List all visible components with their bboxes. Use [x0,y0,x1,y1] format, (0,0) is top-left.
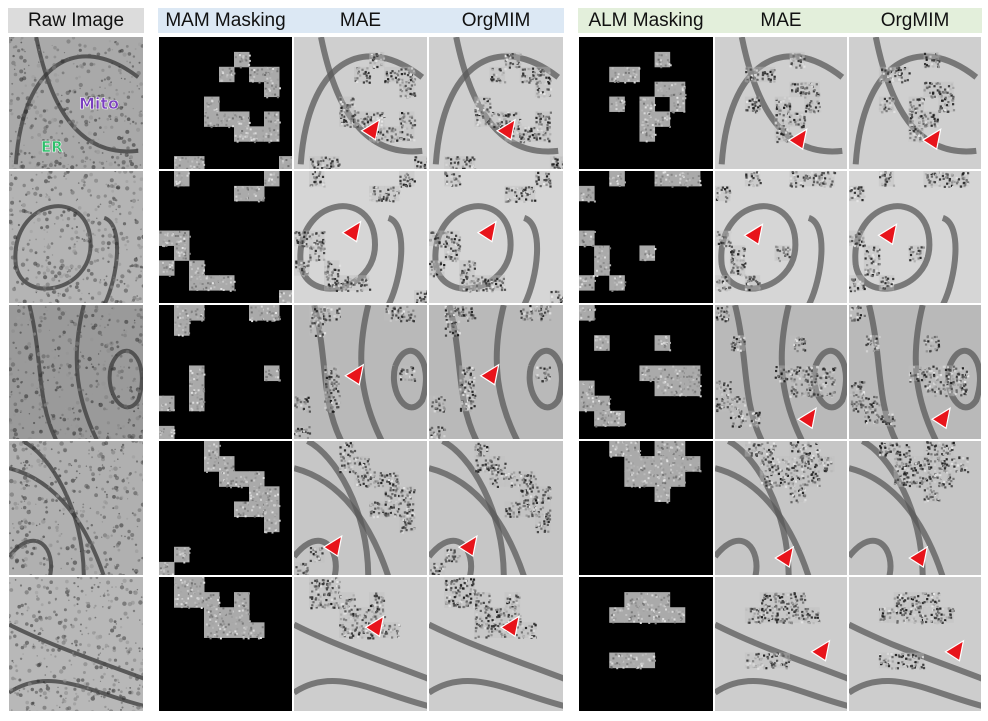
raw-image: Mito ER [9,37,143,169]
mam-org-image [429,441,563,575]
tile-mam-mae-row-1 [293,36,428,170]
tile-alm-mae-row-3 [714,304,848,440]
tile-raw-row-2 [8,170,144,304]
alm-org-image [849,171,981,303]
mito-label: Mito [79,94,119,113]
header-mam-orgmim: OrgMIM [428,8,564,33]
tile-raw-row-4 [8,440,144,576]
alm-mask-image [579,441,713,575]
tile-raw-row-1: Mito ER [8,36,144,170]
mam-mask-image [159,37,292,169]
tile-mam-org-row-2 [428,170,564,304]
mam-org-image [429,305,563,439]
tile-alm-org-row-2 [848,170,982,304]
tile-alm-mask-row-4 [578,440,714,576]
red-arrow-marker [457,534,478,558]
tile-mam-org-row-4 [428,440,564,576]
tile-alm-org-row-5 [848,576,982,712]
red-arrow-marker [360,118,381,141]
tile-mam-mae-row-2 [293,170,428,304]
tile-alm-mask-row-5 [578,576,714,712]
red-arrow-marker [495,118,516,141]
alm-org-image [849,37,981,169]
header-mam-mae: MAE [293,8,428,33]
tile-raw-row-3 [8,304,144,440]
red-arrow-marker [341,220,362,243]
mam-org-image [429,37,563,169]
tile-mam-mae-row-3 [293,304,428,440]
red-arrow-marker [479,363,500,386]
tile-alm-mae-row-1 [714,36,848,170]
red-arrow-marker [344,363,365,386]
tile-mam-mask-row-3 [158,304,293,440]
red-arrow-marker [908,545,929,568]
header-raw-image: Raw Image [8,8,144,33]
raw-image [9,577,143,711]
tile-alm-mae-row-5 [714,576,848,712]
tile-alm-org-row-1 [848,36,982,170]
red-arrow-marker [810,639,831,662]
header-alm-mae: MAE [714,8,848,33]
red-arrow-marker [476,220,497,243]
tile-raw-row-5 [8,576,144,712]
tile-alm-mask-row-1 [578,36,714,170]
alm-mae-image [715,577,847,711]
header-mam-masking: MAM Masking [158,8,293,33]
er-label: ER [41,138,63,156]
mam-mask-image [159,441,292,575]
red-arrow-marker [944,639,965,662]
alm-mask-image [579,171,713,303]
mam-mae-image [294,305,427,439]
tile-mam-org-row-1 [428,36,564,170]
tile-mam-mask-row-2 [158,170,293,304]
red-arrow-marker [322,534,343,558]
mam-mask-image [159,577,292,711]
alm-mae-image [715,37,847,169]
tile-alm-org-row-3 [848,304,982,440]
tile-alm-mask-row-3 [578,304,714,440]
red-arrow-marker [921,127,942,151]
tile-alm-mask-row-2 [578,170,714,304]
mam-mae-image [294,441,427,575]
tile-alm-mae-row-2 [714,170,848,304]
red-arrow-marker [499,615,520,638]
tile-mam-mask-row-4 [158,440,293,576]
red-arrow-marker [787,127,808,151]
alm-mae-image [715,305,847,439]
mam-mae-image [294,171,427,303]
tile-alm-org-row-4 [848,440,982,576]
mam-mask-image [159,171,292,303]
red-arrow-marker [796,407,817,430]
alm-org-image [849,441,981,575]
tile-mam-mask-row-5 [158,576,293,712]
alm-mae-image [715,171,847,303]
mam-org-image [429,577,563,711]
tile-mam-mae-row-5 [293,576,428,712]
alm-mask-image [579,577,713,711]
mam-mae-image [294,577,427,711]
tile-mam-org-row-5 [428,576,564,712]
alm-mae-image [715,441,847,575]
tile-alm-mae-row-4 [714,440,848,576]
mam-mask-image [159,305,292,439]
raw-image [9,305,143,439]
raw-image [9,171,143,303]
raw-image [9,441,143,575]
red-arrow-marker [930,407,951,430]
mam-mae-image [294,37,427,169]
mam-org-image [429,171,563,303]
alm-org-image [849,305,981,439]
red-arrow-marker [774,545,795,568]
red-arrow-marker [877,223,898,246]
red-arrow-marker [743,223,764,246]
tile-mam-mask-row-1 [158,36,293,170]
tile-mam-mae-row-4 [293,440,428,576]
red-arrow-marker [364,615,385,638]
alm-mask-image [579,37,713,169]
alm-mask-image [579,305,713,439]
alm-org-image [849,577,981,711]
tile-mam-org-row-3 [428,304,564,440]
header-alm-orgmim: OrgMIM [848,8,982,33]
header-alm-masking: ALM Masking [578,8,714,33]
